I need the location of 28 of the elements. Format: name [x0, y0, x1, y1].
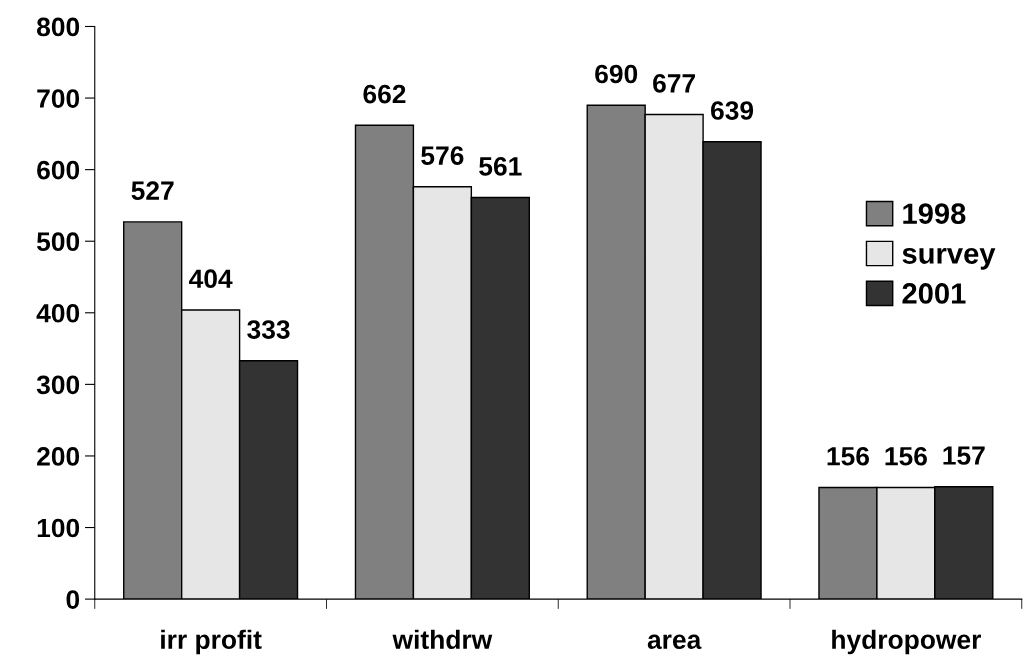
y-tick-label: 200 [37, 447, 80, 466]
x-tick-label: withdrw [392, 629, 493, 650]
legend-label: survey [902, 247, 996, 270]
data-label: 561 [479, 156, 522, 176]
y-tick-label: 100 [37, 518, 80, 538]
data-label: 639 [711, 101, 754, 120]
data-label: 157 [943, 446, 985, 465]
data-label: 576 [421, 146, 464, 165]
y-tick-label: 500 [36, 232, 80, 252]
legend-label: 1998 [903, 203, 966, 224]
x-tick-label: area [647, 634, 702, 650]
y-tick-label: 300 [36, 375, 80, 395]
data-label: 677 [653, 73, 695, 93]
data-label: 690 [595, 64, 638, 84]
legend-label: 2001 [902, 283, 966, 304]
y-tick-label: 800 [36, 17, 80, 37]
y-tick-label: 700 [37, 89, 80, 108]
data-label: 156 [827, 446, 870, 466]
y-tick-label: 0 [66, 590, 80, 609]
y-tick-label: 600 [37, 160, 80, 180]
data-label: 662 [363, 84, 406, 104]
data-label: 333 [247, 320, 290, 339]
data-label: 527 [131, 181, 174, 201]
x-tick-label: irr profit [161, 629, 262, 655]
data-label: 404 [189, 269, 233, 289]
x-tick-label: hydropower [832, 629, 981, 655]
y-tick-label: 400 [36, 303, 80, 323]
data-label: 156 [885, 446, 927, 466]
